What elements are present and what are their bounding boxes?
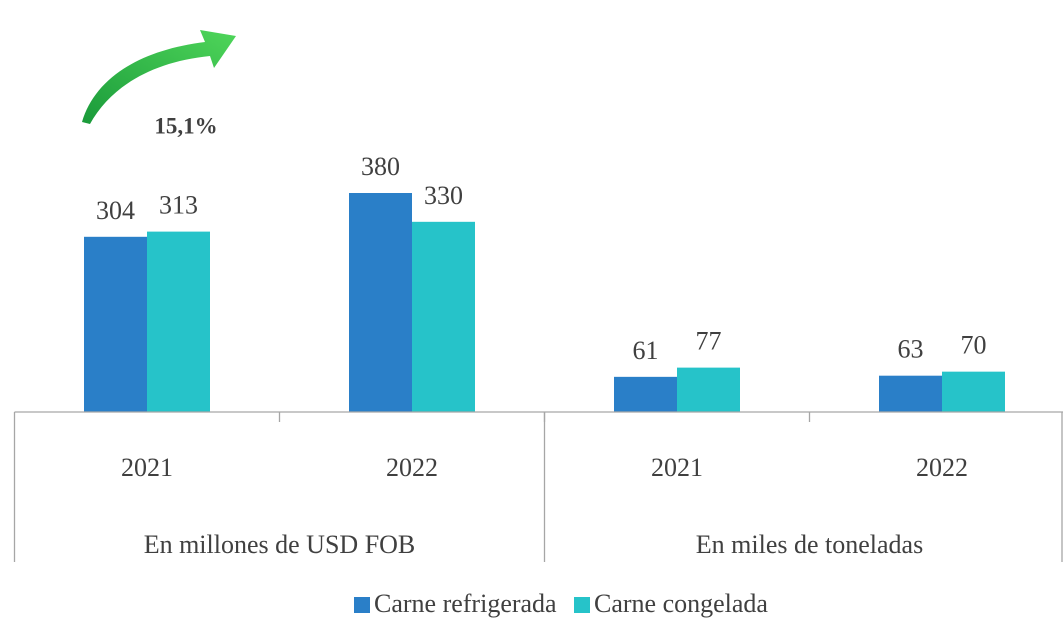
x-tick-label: 2021 (121, 453, 173, 482)
value-label: 330 (424, 181, 463, 210)
value-label: 304 (96, 196, 135, 225)
bar (942, 371, 1005, 412)
bar (614, 376, 677, 412)
bar (412, 221, 475, 412)
legend-swatch (354, 597, 370, 613)
x-tick-label: 2022 (386, 453, 438, 482)
group-label: En miles de toneladas (696, 530, 923, 559)
bar (879, 375, 942, 412)
annotation: 15,1% (154, 113, 217, 138)
value-label: 77 (696, 327, 722, 356)
bar (147, 231, 210, 412)
bar (677, 367, 740, 412)
legend-swatch (574, 597, 590, 613)
value-label: 313 (159, 191, 198, 220)
x-tick-label: 2021 (651, 453, 703, 482)
value-label: 380 (361, 152, 400, 181)
value-label: 70 (961, 331, 987, 360)
value-label: 61 (633, 336, 659, 365)
legend-label: Carne refrigerada (374, 589, 557, 618)
legend-label: Carne congelada (594, 589, 768, 618)
x-tick-label: 2022 (916, 453, 968, 482)
group-label: En millones de USD FOB (144, 530, 416, 559)
growth-arrow (82, 30, 236, 124)
bar (84, 236, 147, 412)
value-label: 63 (898, 335, 924, 364)
bar (349, 193, 412, 412)
